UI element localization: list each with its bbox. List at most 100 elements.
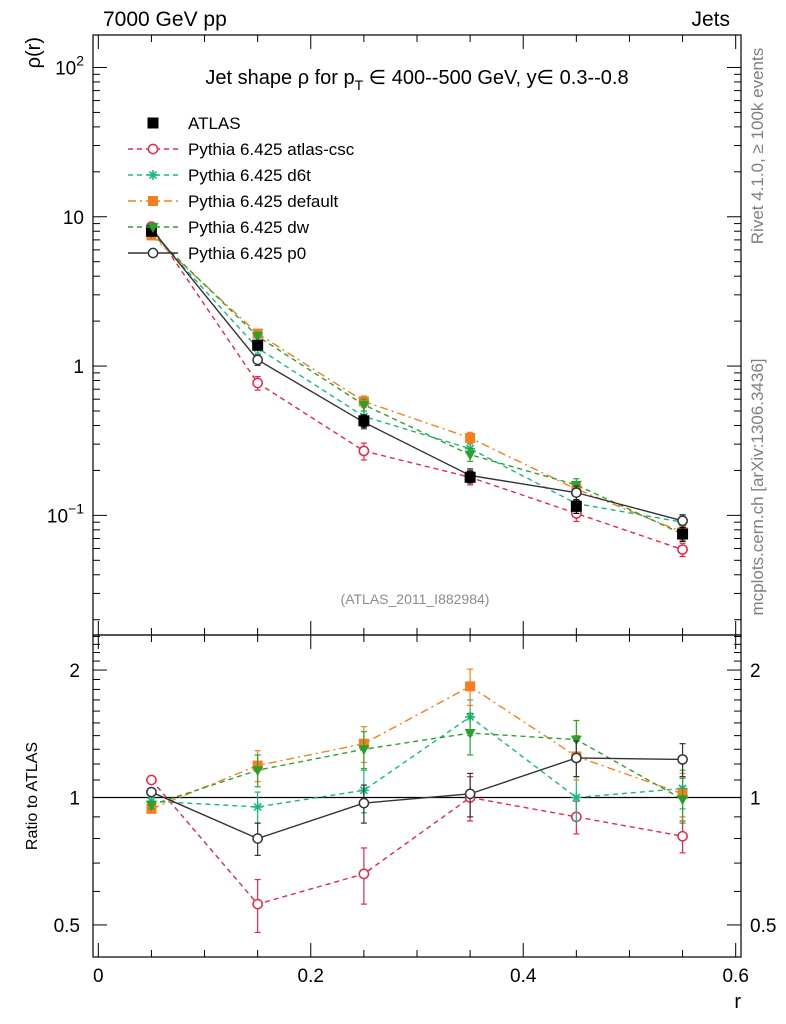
ratio-series-3 — [145, 712, 689, 824]
main-series-layer — [145, 221, 689, 558]
x-tick-label: 0.2 — [298, 966, 324, 987]
data-point-marker — [252, 339, 264, 351]
data-point-marker — [677, 528, 689, 540]
main-series-line — [150, 228, 683, 522]
y-tick-base: 10 — [63, 208, 84, 229]
ratio-y-tick-label: 2 — [69, 661, 80, 682]
data-point-marker — [358, 415, 370, 427]
data-point-marker — [571, 792, 582, 803]
data-point-marker — [252, 332, 264, 343]
main-y-tick-label: 10−1 — [47, 500, 84, 527]
main-series-4 — [146, 223, 688, 529]
main-series-line — [150, 234, 683, 533]
data-point-marker — [464, 450, 476, 461]
mcplots-label: mcplots.cern.ch [arXiv:1306.3436] — [748, 358, 767, 615]
data-point-marker — [145, 225, 157, 237]
legend-label: Pythia 6.425 atlas-csc — [188, 140, 355, 159]
data-point-marker — [147, 247, 159, 259]
data-point-marker — [146, 774, 157, 786]
x-axis-label: r — [734, 991, 741, 1013]
ratio-series-line — [151, 685, 683, 810]
x-tick-label: 0.6 — [722, 966, 748, 987]
main-series-line — [150, 232, 683, 535]
main-series-1 — [146, 227, 688, 530]
data-point-marker — [147, 223, 159, 233]
legend-entry: Pythia 6.425 default — [128, 192, 339, 211]
ratio-y-tick-label: 0.5 — [54, 916, 80, 937]
data-point-marker — [465, 432, 476, 443]
ratio-y-tick-label-right: 0.5 — [750, 916, 776, 937]
data-point-marker — [148, 196, 158, 206]
data-point-marker — [147, 117, 159, 129]
ratio-y-tick-label-right: 1 — [750, 788, 761, 809]
data-point-marker — [570, 487, 582, 498]
data-point-marker — [358, 400, 370, 411]
main-series-5 — [145, 225, 689, 542]
data-point-marker — [677, 795, 689, 806]
ratio-series-line — [150, 779, 683, 905]
legend-label: Pythia 6.425 d6t — [188, 166, 311, 185]
ratio-series-1 — [146, 699, 688, 824]
ratio-axis-ticks: 0 0.2 0.4 0.6 0.5 0.5 1 1 2 2 — [54, 635, 776, 987]
ratio-series-4 — [146, 740, 688, 856]
y-tick-base: 10 — [55, 58, 76, 79]
data-point-marker — [252, 377, 264, 389]
ratio-plot-frame — [92, 634, 742, 958]
data-point-marker — [358, 445, 370, 457]
main-y-tick-label: 10 — [63, 208, 84, 229]
data-point-marker — [464, 729, 476, 740]
rivet-label: Rivet 4.1.0, ≥ 100k events — [748, 48, 767, 244]
legend-label: ATLAS — [188, 114, 241, 133]
ratio-y-axis-label: Ratio to ATLAS — [24, 742, 41, 850]
ratio-series-layer — [145, 668, 689, 934]
legend-entry: ATLAS — [147, 114, 241, 133]
data-point-marker — [677, 830, 688, 842]
main-plot-title: Jet shape ρ for pT ∈ 400--500 GeV, y∈ 0.… — [205, 67, 628, 93]
data-point-marker — [677, 544, 688, 555]
x-tick-label: 0.4 — [510, 966, 537, 987]
main-series-line — [150, 231, 683, 523]
data-point-marker — [677, 515, 688, 527]
main-y-tick-label: 102 — [55, 52, 84, 79]
data-point-marker — [147, 143, 159, 155]
data-point-marker — [465, 681, 476, 692]
title-pre: Jet shape ρ for p — [205, 67, 354, 89]
data-point-marker — [148, 170, 158, 180]
data-point-marker — [570, 500, 582, 512]
y-axis-label: ρ(r) — [23, 37, 45, 68]
header-energy-label: 7000 GeV pp — [103, 8, 227, 31]
data-point-marker — [252, 833, 264, 844]
data-point-marker — [358, 868, 370, 880]
title-sub: T — [355, 77, 364, 93]
ratio-series-line — [151, 757, 683, 840]
y-tick-exponent: 2 — [76, 52, 84, 68]
main-series-line — [150, 226, 683, 551]
main-y-tick-label: 1 — [73, 357, 84, 378]
x-tick-label: 0 — [93, 966, 104, 987]
y-tick-base: 1 — [73, 357, 84, 378]
ratio-series-line — [151, 716, 683, 808]
data-point-marker — [146, 786, 157, 798]
legend-entry: Pythia 6.425 d6t — [128, 166, 311, 185]
main-series-0 — [146, 221, 688, 558]
data-point-marker — [677, 754, 688, 765]
data-point-marker — [464, 788, 476, 800]
main-series-2 — [146, 230, 688, 541]
legend-entry: Pythia 6.425 dw — [128, 218, 310, 237]
legend: ATLAS Pythia 6.425 atlas-csc Pythia 6.425 … — [128, 114, 355, 263]
data-point-marker — [145, 801, 157, 812]
legend-label: Pythia 6.425 p0 — [188, 244, 306, 263]
y-tick-exponent: −1 — [68, 500, 84, 516]
ratio-y-tick-label: 1 — [69, 788, 80, 809]
data-point-marker — [358, 797, 370, 809]
data-point-marker — [252, 766, 264, 777]
data-point-marker — [252, 354, 264, 366]
data-point-marker — [252, 898, 264, 910]
analysis-reference-label: (ATLAS_2011_I882984) — [341, 591, 490, 607]
main-series-3 — [145, 228, 689, 542]
data-point-marker — [570, 752, 582, 764]
legend-entry: Pythia 6.425 atlas-csc — [128, 140, 355, 159]
data-point-marker — [464, 471, 476, 483]
